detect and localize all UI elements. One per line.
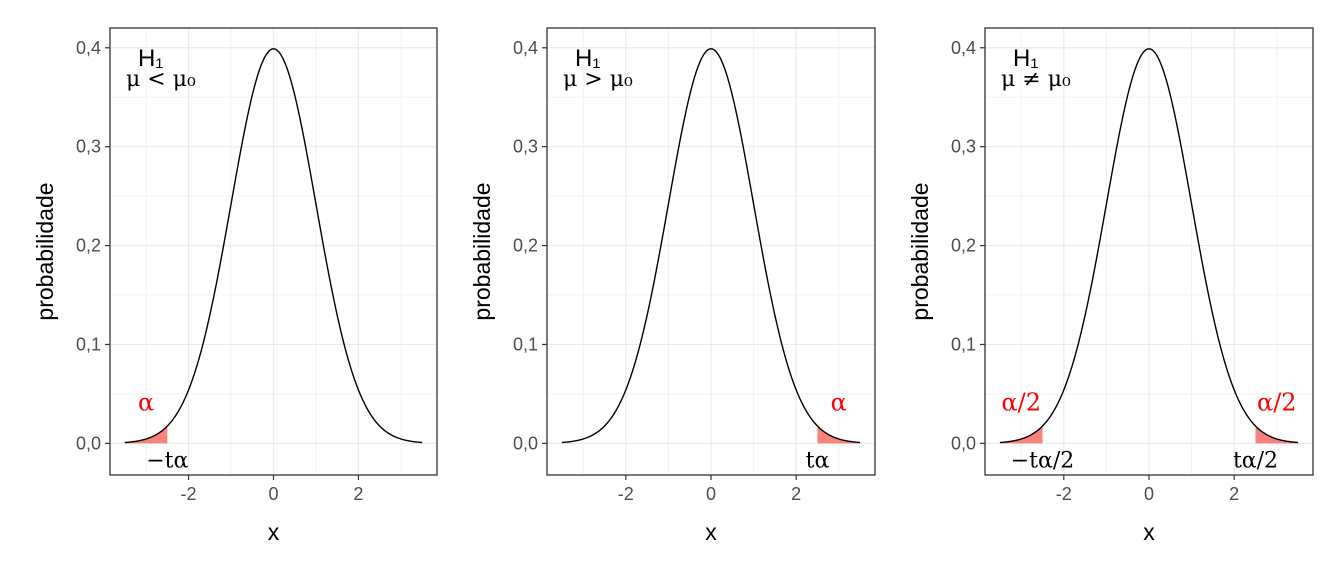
x-tick-label: 0 <box>706 484 716 504</box>
shaded-region-1 <box>999 426 1043 444</box>
x-tick-label: -2 <box>181 484 197 504</box>
chart-panel-1: 0,0 0,1 0,2 0,3 0,4 -2 0 2 x probabilidade H₁μ < μ… <box>32 27 438 545</box>
y-tick-label: 0,4 <box>76 38 101 58</box>
critical-value-label: tα <box>806 448 830 473</box>
hypothesis-relation: μ ≠ μ₀ <box>1001 67 1071 92</box>
y-axis-title: probabilidade <box>469 182 495 320</box>
shaded-region-2 <box>1255 426 1299 444</box>
hypothesis-relation: μ < μ₀ <box>126 67 196 92</box>
x-tick-label: 2 <box>353 484 363 504</box>
chart-panel-3: 0,0 0,1 0,2 0,3 0,4 -2 0 2 x probabilidade H₁μ ≠ μ… <box>907 27 1314 545</box>
x-axis-title: x <box>705 519 717 545</box>
x-tick-label: 2 <box>1229 484 1239 504</box>
y-tick-label: 0,0 <box>76 433 101 453</box>
x-tick-label: -2 <box>618 484 634 504</box>
shaded-region-1 <box>124 426 168 444</box>
density-curve <box>124 48 423 444</box>
hypothesis-relation: μ > μ₀ <box>563 67 633 92</box>
y-tick-label: 0,2 <box>513 236 538 256</box>
y-tick-label: 0,2 <box>76 236 101 256</box>
y-tick-label: 0,3 <box>951 137 976 157</box>
y-tick-label: 0,3 <box>513 137 538 157</box>
alpha-label: α/2 <box>1257 389 1297 417</box>
density-curve <box>999 48 1299 444</box>
x-tick-label: -2 <box>1056 484 1072 504</box>
chart-panel-2: 0,0 0,1 0,2 0,3 0,4 -2 0 2 x probabilidade H₁μ > μ… <box>469 27 876 545</box>
y-tick-label: 0,3 <box>76 137 101 157</box>
y-tick-label: 0,4 <box>951 38 976 58</box>
critical-value-label: −tα/2 <box>1011 448 1075 473</box>
hypothesis-title: H₁ <box>575 45 600 72</box>
critical-value-label: −tα <box>146 448 188 473</box>
y-axis-title: probabilidade <box>32 182 58 320</box>
y-tick-label: 0,1 <box>76 334 101 354</box>
alpha-label: α/2 <box>1001 389 1041 417</box>
x-tick-label: 2 <box>791 484 801 504</box>
alpha-label: α <box>138 389 154 417</box>
x-tick-label: 0 <box>268 484 278 504</box>
y-tick-label: 0,0 <box>951 433 976 453</box>
alpha-label: α <box>831 389 847 417</box>
x-tick-label: 0 <box>1144 484 1154 504</box>
hypothesis-title: H₁ <box>138 45 163 72</box>
y-tick-label: 0,0 <box>513 433 538 453</box>
y-tick-label: 0,2 <box>951 236 976 256</box>
density-curve <box>561 48 861 444</box>
y-axis-title: probabilidade <box>907 182 933 320</box>
y-tick-label: 0,1 <box>513 334 538 354</box>
shaded-region-1 <box>817 426 861 444</box>
x-axis-title: x <box>268 519 280 545</box>
hypothesis-title: H₁ <box>1013 45 1038 72</box>
x-axis-title: x <box>1143 519 1155 545</box>
y-tick-label: 0,4 <box>513 38 538 58</box>
critical-value-label: tα/2 <box>1233 448 1278 473</box>
y-tick-label: 0,1 <box>951 334 976 354</box>
